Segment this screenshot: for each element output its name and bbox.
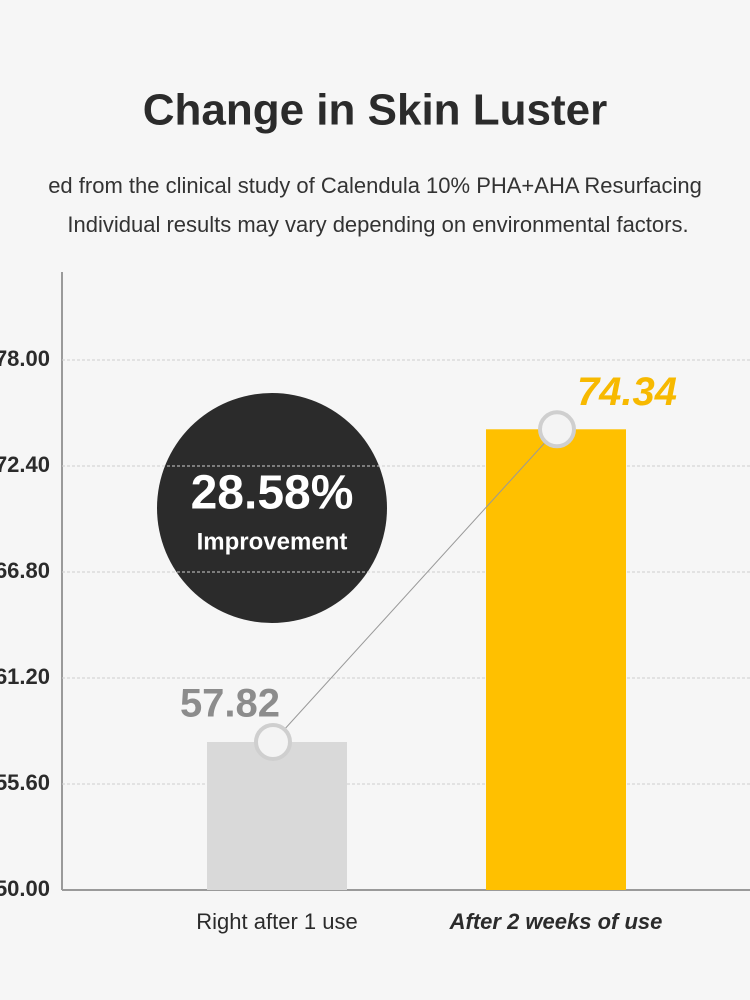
point-marker bbox=[538, 410, 576, 449]
subtitle: ed from the clinical study of Calendula … bbox=[48, 173, 702, 198]
connector bbox=[272, 428, 558, 743]
bar bbox=[207, 741, 347, 890]
value-label: 57.82 bbox=[180, 682, 280, 726]
y-tick-label: 66.80 bbox=[0, 558, 50, 583]
subtitle: Individual results may vary depending on… bbox=[67, 212, 688, 237]
y-tick-label: 50.00 bbox=[0, 876, 50, 901]
bar bbox=[486, 429, 626, 890]
value-label: 74.34 bbox=[577, 370, 677, 414]
x-tick-label: After 2 weeks of use bbox=[449, 909, 663, 934]
y-tick-label: 72.40 bbox=[0, 452, 50, 477]
x-tick-label: Right after 1 use bbox=[196, 909, 357, 934]
annotation-value: 28.58% bbox=[191, 467, 354, 520]
y-tick-label: 61.20 bbox=[0, 664, 50, 689]
chart-title: Change in Skin Luster bbox=[143, 86, 608, 135]
y-tick-label: 78.00 bbox=[0, 346, 50, 371]
point-marker bbox=[254, 722, 292, 761]
y-tick-label: 55.60 bbox=[0, 770, 50, 795]
annotation-circle bbox=[157, 393, 387, 623]
annotation-text: Improvement bbox=[197, 528, 348, 555]
